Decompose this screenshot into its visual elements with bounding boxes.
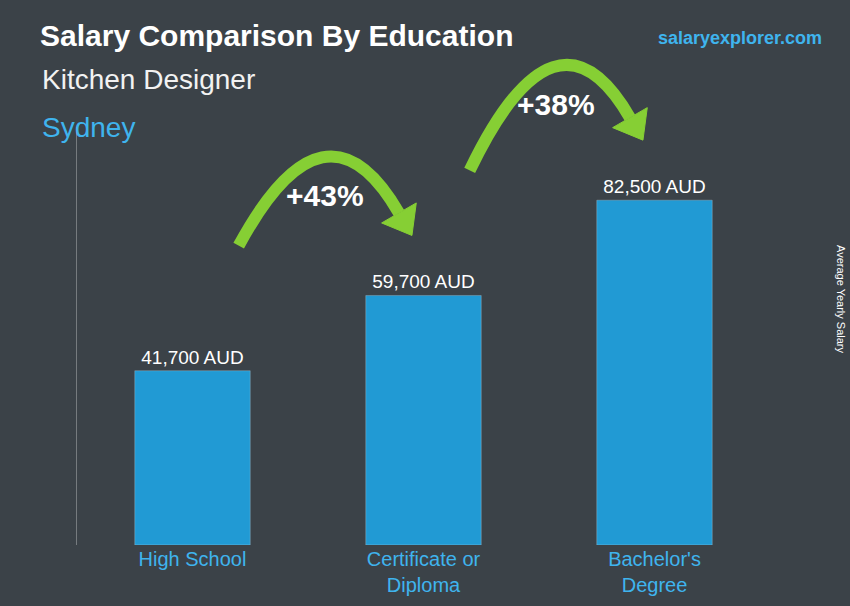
svg-text:salaryexplorer.com: salaryexplorer.com	[658, 28, 822, 48]
svg-text:Certificate orDiploma: Certificate orDiploma	[367, 548, 481, 596]
svg-text:Average Yearly Salary: Average Yearly Salary	[835, 245, 847, 354]
svg-text:+38%: +38%	[517, 88, 595, 121]
svg-text:59,700 AUD: 59,700 AUD	[372, 271, 474, 292]
svg-text:Salary Comparison By Education: Salary Comparison By Education	[40, 19, 513, 52]
svg-text:82,500 AUD: 82,500 AUD	[603, 176, 705, 197]
svg-text:High School: High School	[139, 548, 247, 570]
svg-text:Bachelor'sDegree: Bachelor'sDegree	[608, 548, 701, 596]
svg-text:41,700 AUD: 41,700 AUD	[141, 347, 243, 368]
svg-text:Sydney: Sydney	[42, 112, 135, 143]
svg-text:+43%: +43%	[286, 179, 364, 212]
svg-text:Kitchen Designer: Kitchen Designer	[42, 64, 255, 95]
